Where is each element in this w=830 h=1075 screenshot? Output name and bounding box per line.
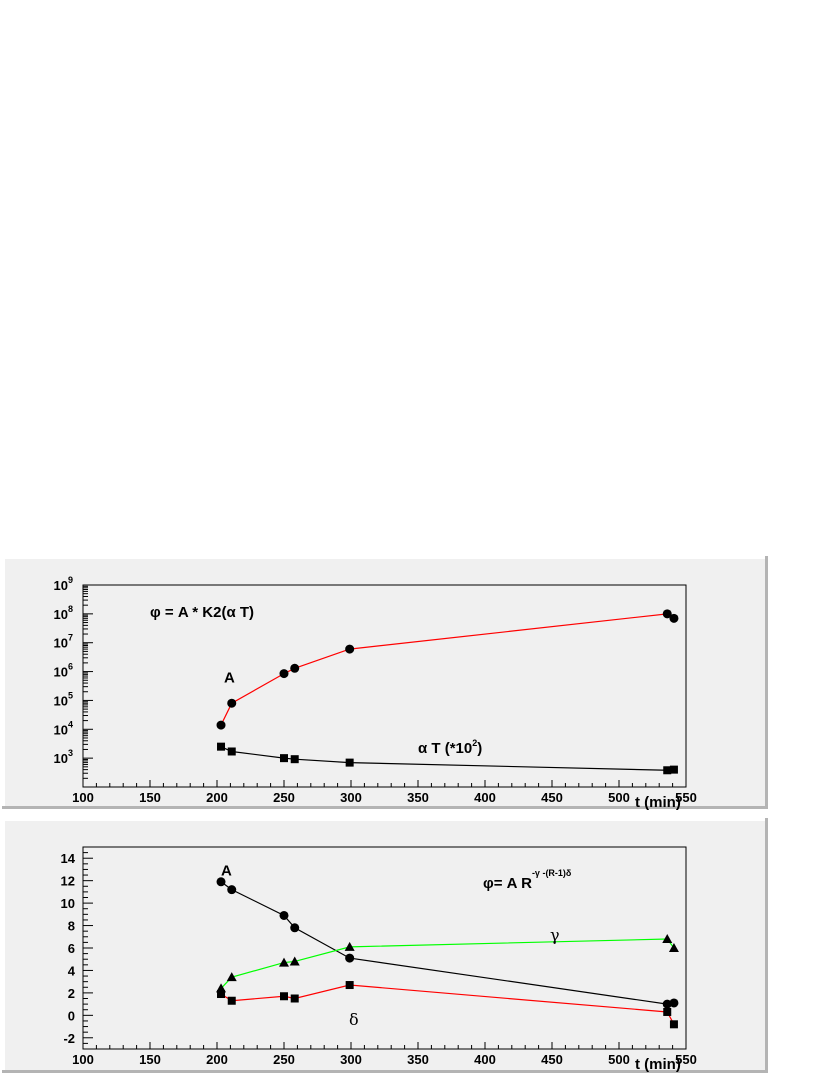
chart-top-y-tick-label: 107	[54, 633, 73, 651]
chart-bottom-x-tick-label: 250	[273, 1052, 295, 1067]
chart-bottom-series-0-point	[290, 923, 300, 933]
chart-bottom-x-tick-label: 350	[407, 1052, 429, 1067]
chart-top-annotation-alpha-t: α T (*102)	[418, 738, 482, 757]
chart-top: 100 150 200 250 300 350 400 450 500 550 103 104 105 1…	[54, 575, 697, 811]
chart-top-y-tick-label: 105	[54, 690, 73, 708]
chart-top-series	[216, 609, 679, 775]
chart-bottom-formula-exp: -γ -(R-1)δ	[532, 868, 572, 878]
chart-bottom-y-tick-label: 0	[68, 1008, 75, 1023]
chart-bottom-x-tick-label: 300	[340, 1052, 362, 1067]
chart-bottom-series-2-point	[290, 994, 299, 1003]
chart-top-annotation-alpha-t-base: α T (*10	[418, 740, 472, 757]
chart-top-series-0-point	[345, 644, 355, 654]
chart-bottom-y-tick-label: -2	[63, 1031, 75, 1046]
chart-bottom-y-tick-label: 6	[68, 941, 75, 956]
chart-top-series-1-point	[663, 766, 672, 775]
panel-top-frame	[2, 556, 768, 809]
chart-bottom-series-2-point	[217, 990, 226, 999]
chart-top-y-tick-label: 109	[54, 575, 73, 593]
chart-bottom-series-1-point	[289, 956, 300, 966]
chart-bottom: 100 150 200 250 300 350 400 450 500 550 -2 0 2 4 6 8 10 1…	[61, 846, 697, 1073]
chart-bottom-series-1-point	[662, 934, 673, 944]
chart-top-series-0-point	[669, 613, 679, 623]
chart-top-x-tick-label: 550	[675, 790, 697, 805]
chart-bottom-x-tick-label: 550	[675, 1052, 697, 1067]
chart-top-x-tick-label: 400	[474, 790, 496, 805]
chart-top-series-1-point	[217, 742, 226, 751]
chart-bottom-series-2-point	[345, 981, 354, 990]
chart-top-annotation-alpha-t-exp: 2	[472, 738, 477, 748]
chart-bottom-x-tick-label: 400	[474, 1052, 496, 1067]
chart-top-series-1-point	[280, 754, 288, 763]
chart-bottom-y-tick-label: 4	[68, 963, 76, 978]
chart-top-series-1-point	[669, 765, 678, 774]
chart-bottom-x-label: t (min)	[635, 1056, 681, 1073]
chart-top-series-0-point	[216, 720, 226, 730]
chart-bottom-series-1-point	[226, 972, 237, 982]
chart-bottom-series-0-point	[345, 953, 355, 963]
chart-bottom-y-tick-label: 12	[61, 874, 75, 889]
chart-bottom-series-1-point	[668, 943, 679, 952]
chart-top-series-0-point	[290, 663, 300, 673]
chart-bottom-formula-base: φ= A R	[483, 875, 532, 892]
chart-top-x-tick-label: 500	[608, 790, 630, 805]
chart-top-x-tick-label: 100	[72, 790, 94, 805]
chart-bottom-x-tick-label: 100	[72, 1052, 94, 1067]
chart-bottom-series-0-point	[279, 910, 289, 920]
chart-bottom-series-0-point	[669, 998, 679, 1008]
chart-bottom-x-tick-label: 150	[139, 1052, 161, 1067]
chart-bottom-y-tick-label: 14	[61, 851, 76, 866]
chart-bottom-annotation-a: A	[221, 863, 232, 880]
chart-top-y-tick-label: 106	[54, 662, 73, 680]
chart-bottom-series-2-point	[663, 1007, 672, 1016]
chart-top-annotation-a: A	[224, 669, 235, 686]
chart-bottom-series-2-point	[669, 1020, 678, 1029]
chart-bottom-annotation-delta: δ	[349, 1010, 359, 1029]
chart-top-formula: φ = A * K2(α T)	[150, 604, 254, 621]
chart-bottom-series-0-point	[227, 885, 237, 895]
chart-top-series-0-point	[279, 669, 289, 679]
chart-top-y-tick-label: 104	[54, 719, 73, 737]
chart-top-y-tick-label: 103	[54, 748, 73, 766]
chart-bottom-series-2-point	[227, 996, 236, 1005]
chart-bottom-y-tick-label: 10	[61, 896, 75, 911]
chart-top-series-1-point	[227, 747, 236, 756]
chart-top-x-tick-label: 450	[541, 790, 563, 805]
chart-bottom-y-tick-label: 2	[68, 986, 75, 1001]
chart-top-axes: 100 150 200 250 300 350 400 450 500 550 103 104 105 1…	[54, 575, 697, 805]
chart-top-annotation-alpha-t-close: )	[477, 740, 482, 757]
chart-bottom-y-tick-label: 8	[68, 919, 75, 934]
chart-top-x-tick-label: 200	[206, 790, 228, 805]
chart-top-plot-frame	[82, 584, 687, 788]
chart-bottom-axes: 100 150 200 250 300 350 400 450 500 550 -2 0 2 4 6 8 10 1…	[61, 846, 697, 1067]
chart-top-x-tick-label: 350	[407, 790, 429, 805]
chart-top-series-1-point	[345, 758, 354, 767]
chart-top-series-1-point	[290, 755, 299, 764]
chart-top-x-tick-label: 150	[139, 790, 161, 805]
chart-bottom-annotation-gamma: γ	[550, 926, 560, 945]
chart-top-x-label: t (min)	[635, 794, 681, 811]
chart-bottom-x-tick-label: 450	[541, 1052, 563, 1067]
chart-bottom-series-0-point	[662, 999, 672, 1009]
chart-bottom-series	[216, 877, 679, 1029]
chart-bottom-series-1-point	[344, 941, 355, 951]
chart-top-y-tick-label: 108	[54, 604, 73, 622]
chart-top-series-0-point	[662, 609, 672, 619]
chart-bottom-series-0-point	[216, 877, 226, 887]
chart-bottom-x-tick-label: 200	[206, 1052, 228, 1067]
chart-top-x-tick-label: 250	[273, 790, 295, 805]
chart-bottom-series-2-point	[280, 992, 288, 1001]
chart-bottom-formula: φ= A R-γ -(R-1)δ	[483, 868, 572, 892]
chart-bottom-x-tick-label: 500	[608, 1052, 630, 1067]
chart-bottom-series-1-point	[279, 957, 289, 967]
chart-top-x-tick-label: 300	[340, 790, 362, 805]
chart-top-series-0-point	[227, 698, 237, 708]
